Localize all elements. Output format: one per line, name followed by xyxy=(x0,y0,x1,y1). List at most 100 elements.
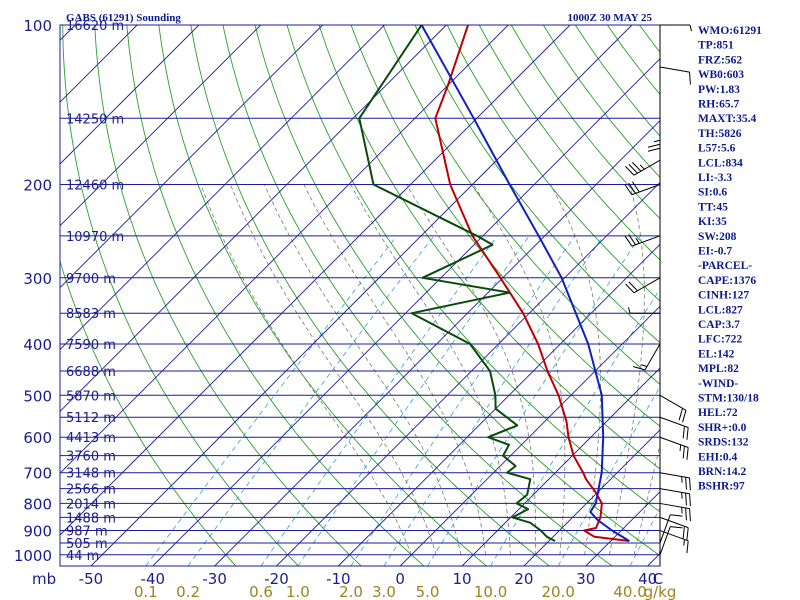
pressure-tick-label: 1000 xyxy=(14,547,52,565)
height-label: 5870 m xyxy=(66,389,116,404)
wind-barb-feather xyxy=(631,161,642,172)
isotherm xyxy=(60,25,323,289)
temperature-tick-label: -10 xyxy=(326,570,351,588)
isotherm xyxy=(0,25,13,566)
wind-barb-feather xyxy=(685,507,687,521)
index-line: BRN:14.2 xyxy=(698,466,746,478)
background-lines xyxy=(0,25,660,566)
wind-barb-feather xyxy=(689,493,691,507)
wind-barb-half-feather xyxy=(640,364,648,367)
wind-barb-feather xyxy=(670,526,683,529)
mixing-ratio-label: 1.0 xyxy=(286,583,310,600)
indices-panel: WMO:61291 TP:851 FRZ:562 WB0:603 PW:1.83 RH:6… xyxy=(698,25,762,493)
mixing-ratio-line xyxy=(260,235,498,566)
index-line: HEL:72 xyxy=(698,407,738,419)
isotherm xyxy=(461,367,660,566)
wind-barb-feather xyxy=(685,477,687,490)
wind-barb-half-feather xyxy=(683,539,685,546)
mixing-ratio-line xyxy=(427,235,641,566)
plot-frame xyxy=(59,24,661,567)
index-line: -WIND- xyxy=(698,378,738,390)
moist-adiabat xyxy=(550,184,601,555)
pressure-tick-label: 200 xyxy=(23,176,52,194)
wind-barb-feather xyxy=(686,447,689,460)
mixing-ratio-label: 20.0 xyxy=(541,583,574,600)
index-line: TP:851 xyxy=(698,40,734,52)
wind-barb-feather xyxy=(689,477,691,491)
pressure-tick-label: 100 xyxy=(23,17,52,35)
wind-barb-feather xyxy=(631,181,640,193)
height-label: 44 m xyxy=(66,549,99,564)
wind-barb xyxy=(659,530,689,554)
isotherm xyxy=(585,491,660,566)
wind-barb-feather xyxy=(624,184,633,196)
index-line: WB0:603 xyxy=(698,69,744,81)
wind-barb-staff xyxy=(659,488,690,495)
dry-adiabat xyxy=(62,25,299,566)
wind-barb-staff xyxy=(659,394,687,411)
wind-barb-half-feather xyxy=(689,24,692,32)
isotherm xyxy=(60,25,200,165)
index-line: SRDS:132 xyxy=(698,437,749,449)
pressure-unit-label: mb xyxy=(32,570,56,588)
isotherm xyxy=(152,58,660,566)
height-label: 12460 m xyxy=(66,178,124,193)
wind-barb-feather xyxy=(682,446,685,459)
wind-barb-staff xyxy=(659,416,689,428)
isotherm xyxy=(60,25,385,351)
pressure-tick-label: 800 xyxy=(23,495,52,513)
wind-barb xyxy=(624,181,661,196)
temperature-tick-label: -50 xyxy=(79,570,104,588)
wind-barb-staff xyxy=(644,343,661,371)
mixing-ratio-unit-label: g/kg xyxy=(644,583,677,600)
wind-barb-half-feather xyxy=(635,237,640,244)
wind-barb xyxy=(659,66,691,85)
wind-barb-half-feather xyxy=(628,307,631,314)
wind-barb-feather xyxy=(625,283,635,294)
height-label: 5112 m xyxy=(66,411,116,426)
wind-barb-staff xyxy=(631,184,661,196)
wind-barb-feather xyxy=(628,234,636,245)
height-label: 16620 m xyxy=(66,19,124,34)
wind-barb-feather xyxy=(686,427,689,440)
parcel-line xyxy=(420,25,630,542)
moist-adiabat xyxy=(473,184,566,555)
height-label: 1488 m xyxy=(66,511,116,526)
temperature-tick-label: -40 xyxy=(141,570,166,588)
height-label: 2566 m xyxy=(66,483,116,498)
temperature-line xyxy=(434,25,630,542)
pressure-tick-label: 900 xyxy=(23,523,52,541)
wind-barb xyxy=(660,24,692,32)
wind-barb-staff xyxy=(659,526,671,555)
temperature-tick-label: -30 xyxy=(202,570,227,588)
height-label: 505 m xyxy=(66,537,108,552)
index-line: MAXT:35.4 xyxy=(698,113,756,125)
index-line: MPL:82 xyxy=(698,363,739,375)
wind-barb-staff xyxy=(659,472,690,479)
mixing-ratio-line xyxy=(383,235,604,566)
wind-barb-staff xyxy=(633,159,661,176)
height-label: 2014 m xyxy=(66,497,116,512)
dry-adiabat xyxy=(382,25,660,385)
wind-barb xyxy=(625,277,661,294)
temperature-tick-label: 10 xyxy=(453,570,472,588)
wind-barb-staff xyxy=(659,66,690,73)
dry-adiabat xyxy=(414,25,660,344)
moist-adiabat xyxy=(609,184,645,555)
height-label: 987 m xyxy=(66,525,108,540)
temperature-tick-label: 30 xyxy=(576,570,595,588)
dry-adiabat xyxy=(222,25,613,566)
wind-barb-feather xyxy=(685,493,687,506)
dewpoint-line xyxy=(358,25,556,542)
moist-adiabat xyxy=(406,184,536,555)
wind-barb-feather xyxy=(624,235,633,247)
isotherm xyxy=(523,429,660,566)
pressure-tick-label: 500 xyxy=(23,387,52,405)
wind-barb-feather xyxy=(686,540,689,554)
pressure-tick-label: 300 xyxy=(23,270,52,288)
mixing-ratio-label: 2.0 xyxy=(339,583,363,600)
wind-barb xyxy=(624,234,661,247)
wind-barb-half-feather xyxy=(679,444,682,451)
dry-adiabat xyxy=(158,25,487,566)
